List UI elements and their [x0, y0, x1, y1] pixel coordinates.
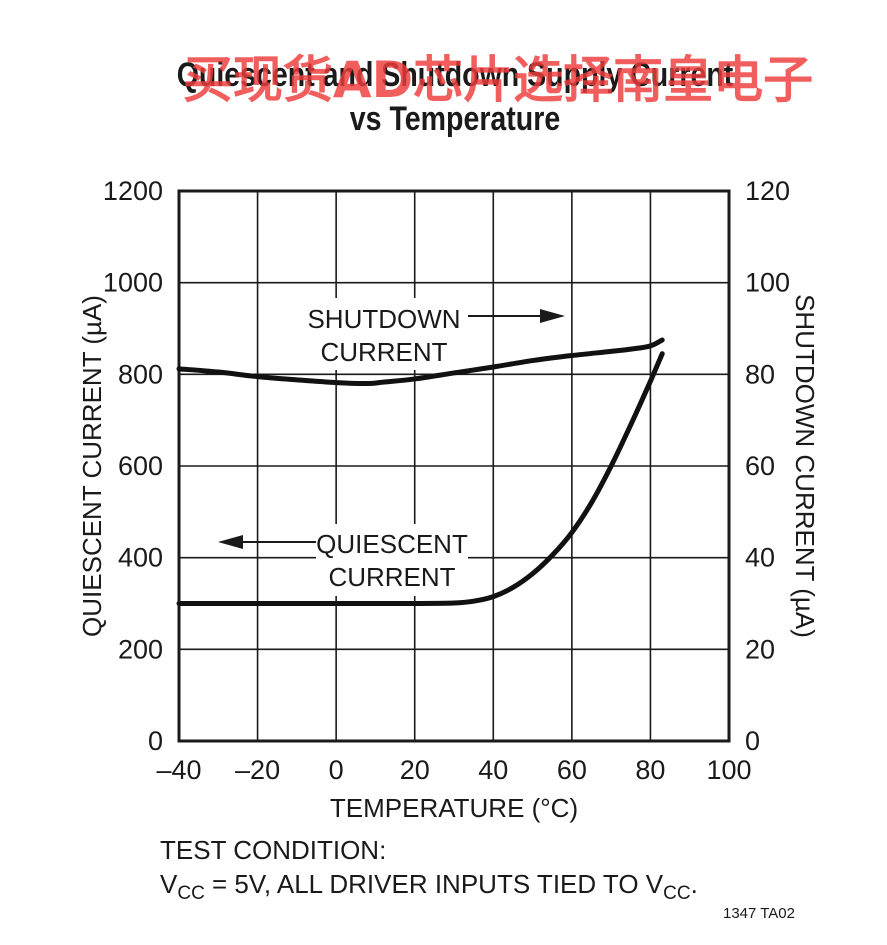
shutdown-annotation-line1: SHUTDOWN	[307, 304, 460, 334]
y-tick-label-left: 1000	[103, 268, 163, 298]
series-lines	[176, 337, 665, 607]
shutdown-current-line	[176, 337, 665, 387]
y-tick-label-right: 100	[745, 268, 790, 298]
x-tick-label: 100	[706, 755, 751, 785]
x-tick-label: 20	[400, 755, 430, 785]
tick-labels: –40 –20 0 20 40 60 80 1000200400600800100012000…	[103, 176, 790, 785]
vcc-subscript: CC	[177, 883, 204, 904]
x-tick-label: 80	[635, 755, 665, 785]
y-axis-label-right: SHUTDOWN CURRENT (µA)	[790, 294, 820, 638]
y-tick-label-right: 60	[745, 451, 775, 481]
grid	[179, 191, 729, 741]
quiescent-current-line	[176, 351, 665, 607]
shutdown-annotation-line2: CURRENT	[320, 337, 447, 367]
y-tick-label-left: 1200	[103, 176, 163, 206]
y-tick-label-right: 20	[745, 634, 775, 664]
shutdown-label-background	[308, 298, 458, 370]
y-tick-label-left: 0	[148, 726, 163, 756]
x-tick-label: 40	[478, 755, 508, 785]
y-tick-label-right: 80	[745, 359, 775, 389]
x-tick-label: 60	[557, 755, 587, 785]
quiescent-label-background	[316, 524, 468, 596]
shutdown-arrow-head-icon	[540, 309, 565, 323]
vcc-condition: = 5V, ALL DRIVER INPUTS TIED TO V	[205, 869, 664, 899]
y-tick-label-left: 200	[118, 634, 163, 664]
vcc-subscript-2: CC	[663, 883, 690, 904]
y-axis-label-left: QUIESCENT CURRENT (µA)	[77, 295, 107, 637]
test-condition-text: VCC = 5V, ALL DRIVER INPUTS TIED TO VCC.	[160, 869, 698, 904]
vcc-period: .	[691, 869, 698, 899]
plot-frame	[177, 189, 731, 743]
y-tick-label-right: 40	[745, 543, 775, 573]
chart-title-line1: Quiescent and Shutdown Supply Current	[177, 56, 734, 94]
quiescent-arrow-head-icon	[218, 535, 243, 549]
watermark: 买现货AD芯片选择南皇电子	[183, 51, 813, 109]
vcc-symbol: V	[160, 869, 178, 899]
y-tick-label-left: 600	[118, 451, 163, 481]
figure-code: 1347 TA02	[723, 905, 795, 922]
y-tick-label-left: 400	[118, 543, 163, 573]
y-tick-label-right: 0	[745, 726, 760, 756]
x-axis-label: TEMPERATURE (°C)	[330, 793, 578, 823]
y-tick-label-left: 800	[118, 359, 163, 389]
test-condition-heading: TEST CONDITION:	[160, 835, 386, 865]
chart-title-line2: vs Temperature	[350, 100, 560, 138]
quiescent-annotation-line1: QUIESCENT	[316, 529, 468, 559]
x-tick-label: –40	[156, 755, 201, 785]
quiescent-annotation-line2: CURRENT	[328, 562, 455, 592]
x-tick-label: –20	[235, 755, 280, 785]
y-tick-label-right: 120	[745, 176, 790, 206]
x-tick-label: 0	[329, 755, 344, 785]
